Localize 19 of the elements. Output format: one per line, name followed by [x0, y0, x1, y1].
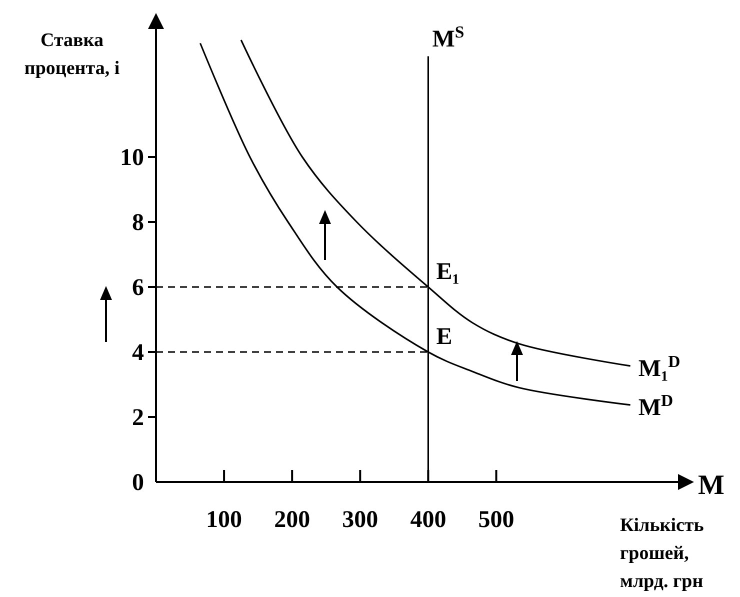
- annotation: E: [436, 324, 452, 350]
- x-tick-label: 100: [206, 507, 242, 533]
- x-tick-label: 200: [274, 507, 310, 533]
- y-tick-label: 6: [132, 275, 144, 301]
- annotation: E₁: [436, 259, 460, 285]
- y-tick-label: 4: [132, 340, 144, 366]
- y-tick-label: 8: [132, 210, 144, 236]
- x-tick-label: 500: [478, 507, 514, 533]
- series-label: M₁$^{D}$: [638, 351, 680, 382]
- x-axis-title: Кількість грошей, млрд. грн: [620, 515, 704, 592]
- x-tick-label: 300: [342, 507, 378, 533]
- series-label: M$^{D}$: [638, 390, 674, 421]
- x-tick-label: 400: [410, 507, 446, 533]
- y-tick-label: 0: [132, 470, 144, 496]
- ref-line-label: M$^{S}$: [432, 22, 464, 52]
- y-tick-label: 10: [120, 145, 144, 171]
- text: M: [698, 470, 724, 501]
- y-axis-title: Ставка процента, і: [24, 30, 120, 79]
- y-tick-label: 2: [132, 405, 144, 431]
